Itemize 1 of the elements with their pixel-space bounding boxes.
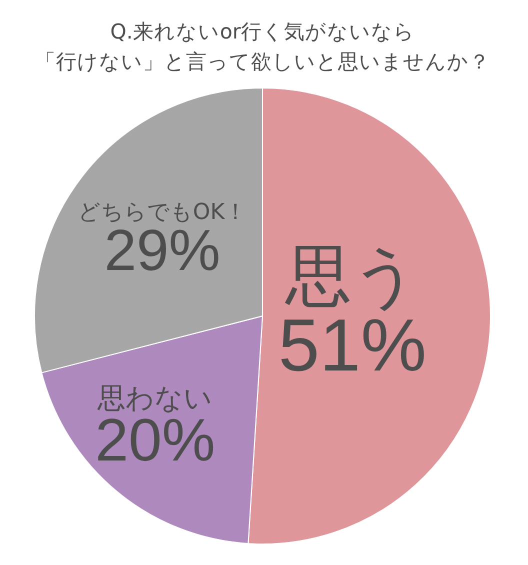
chart-title: Q.来れないor行く気がないなら「行けない」と言って欲しいと思いませんか？ xyxy=(35,20,490,74)
